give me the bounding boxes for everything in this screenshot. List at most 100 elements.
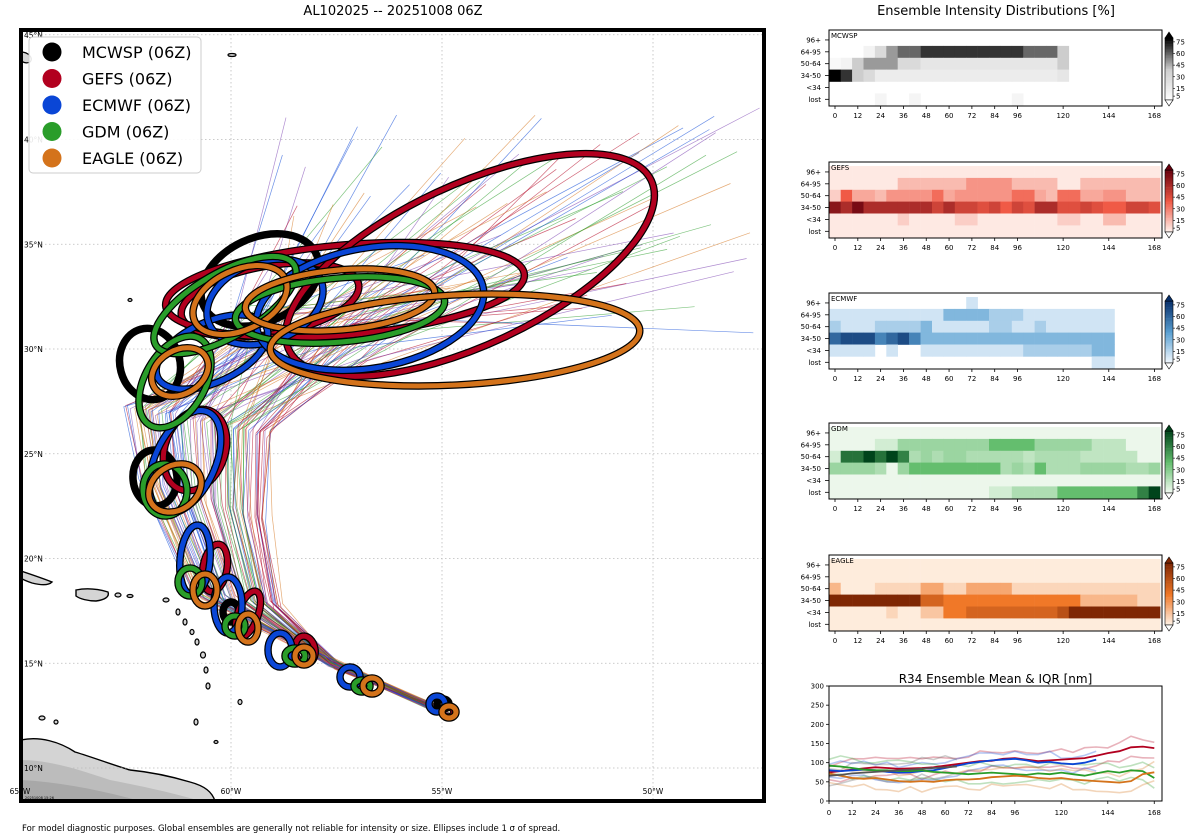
heatmap-cell bbox=[1011, 166, 1024, 179]
heatmap-cell bbox=[920, 427, 933, 440]
heatmap-cell bbox=[874, 462, 887, 475]
heatmap-cell bbox=[977, 69, 990, 82]
heatmap-cell bbox=[1080, 570, 1092, 584]
heatmap-cell bbox=[989, 427, 1001, 440]
heatmap-cell bbox=[909, 57, 921, 70]
colorbar-step bbox=[1165, 302, 1173, 305]
heatmap-cell bbox=[989, 177, 1001, 191]
heatmap-cell bbox=[1023, 201, 1035, 214]
colorbar-step bbox=[1165, 214, 1173, 217]
colorbar-step bbox=[1165, 327, 1173, 330]
heatmap-cell bbox=[954, 474, 967, 487]
lon-label: 60°W bbox=[221, 787, 242, 796]
heatmap-cell bbox=[932, 225, 944, 238]
heatmap-cell bbox=[886, 594, 898, 607]
ensemble-track bbox=[236, 192, 445, 710]
x-tick-label: 48 bbox=[922, 375, 931, 383]
uncertainty-ellipse bbox=[241, 265, 439, 335]
heatmap-cell bbox=[1046, 320, 1058, 333]
heatmap-cell bbox=[954, 582, 967, 595]
colorbar-step bbox=[1165, 361, 1173, 364]
heatmap-cell bbox=[1057, 474, 1070, 487]
heatmap-cell bbox=[1091, 225, 1104, 238]
colorbar-step bbox=[1165, 573, 1173, 576]
heatmap-cell bbox=[932, 332, 944, 345]
heatmap-cell bbox=[966, 166, 978, 179]
heatmap-cell bbox=[977, 450, 990, 463]
colorbar-step bbox=[1165, 210, 1173, 213]
colorbar-step bbox=[1165, 202, 1173, 205]
x-tick-label: 48 bbox=[922, 244, 931, 252]
colorbar-step bbox=[1165, 45, 1173, 48]
heatmap-cell bbox=[840, 462, 853, 475]
map-gridlines bbox=[21, 30, 764, 801]
colorbar-step bbox=[1165, 341, 1173, 344]
heatmap-cell bbox=[1057, 344, 1070, 357]
heatmap-cell bbox=[1034, 474, 1047, 487]
colorbar-step bbox=[1165, 332, 1173, 334]
heatmap-cell bbox=[1000, 225, 1013, 238]
heatmap-cell bbox=[1103, 177, 1115, 191]
heatmap-cell bbox=[886, 486, 898, 499]
colorbar-step bbox=[1165, 474, 1173, 477]
colorbar-step bbox=[1165, 435, 1173, 438]
ellipse-line bbox=[267, 291, 643, 389]
heatmap-cell bbox=[840, 57, 853, 70]
heatmap-cell bbox=[1125, 570, 1138, 584]
row-label: 34-50 bbox=[801, 335, 821, 343]
colorbar-step bbox=[1165, 472, 1173, 475]
heatmap-cell bbox=[989, 45, 1001, 59]
colorbar-step bbox=[1165, 584, 1173, 587]
heatmap-cell bbox=[1103, 462, 1115, 475]
heatmap-cell bbox=[1000, 559, 1013, 572]
heatmap-cell bbox=[1023, 606, 1035, 619]
heatmap-cell bbox=[897, 189, 910, 202]
heatmap-cell bbox=[1046, 57, 1058, 70]
heatmap-cell bbox=[1137, 189, 1149, 202]
heatmap-cell bbox=[909, 320, 921, 333]
x-tick-label: 144 bbox=[1102, 112, 1116, 120]
heatmap-cell bbox=[909, 427, 921, 440]
heatmap-cell bbox=[886, 57, 898, 70]
heatmap-cell bbox=[1000, 332, 1013, 345]
heatmap-ecmwf: ECMWF 96+ 64-95 50-64 34-50 <34 lost 0 12 24 36 48 6… bbox=[801, 292, 1185, 383]
colorbar-step bbox=[1165, 182, 1173, 185]
colorbar-step bbox=[1165, 311, 1173, 314]
heatmap-cell bbox=[1057, 225, 1070, 238]
heatmap-cell bbox=[977, 618, 990, 631]
r34-mean-line bbox=[828, 765, 957, 777]
r34-y-tick-label: 250 bbox=[811, 702, 824, 710]
x-tick-label: 84 bbox=[990, 244, 999, 252]
colorbar-step bbox=[1165, 462, 1173, 464]
heatmap-cell bbox=[966, 474, 978, 487]
heatmap-cell bbox=[1103, 308, 1115, 322]
heatmap-cell bbox=[1011, 582, 1024, 595]
heatmap-cell bbox=[1103, 582, 1115, 595]
colorbar-label: 45 bbox=[1176, 194, 1185, 202]
ellipse-line bbox=[283, 151, 657, 379]
heatmap-cell bbox=[829, 201, 841, 214]
heatmap-cell bbox=[1000, 427, 1013, 440]
heatmap-cell bbox=[1011, 332, 1024, 345]
colorbar-label: 60 bbox=[1176, 50, 1185, 58]
r34-x-tick-label: 48 bbox=[917, 809, 926, 817]
uncertainty-ellipse bbox=[234, 610, 262, 646]
heatmap-cell bbox=[943, 308, 956, 322]
heatmap-cell bbox=[863, 474, 876, 487]
heatmap-cell bbox=[840, 213, 853, 226]
heatmap-cell bbox=[977, 344, 990, 357]
heatmap-cell bbox=[932, 450, 944, 463]
legend-marker bbox=[42, 95, 62, 115]
heatmap-cell bbox=[897, 606, 910, 619]
x-tick-label: 72 bbox=[967, 375, 976, 383]
heatmap-cell bbox=[829, 474, 841, 487]
heatmap-cell bbox=[852, 57, 864, 70]
heatmap-cell bbox=[852, 450, 864, 463]
heatmap-cell bbox=[1137, 201, 1149, 214]
heatmap-cell bbox=[977, 320, 990, 333]
heatmap-cell bbox=[1023, 450, 1035, 463]
heatmap-eagle: EAGLE 96+ 64-95 50-64 34-50 <34 lost 0 12 24 36 48 6… bbox=[801, 554, 1185, 645]
heatmap-cell bbox=[989, 225, 1001, 238]
heatmap-cell bbox=[1046, 438, 1058, 452]
timestamp: 20251008 15:26 bbox=[25, 796, 54, 800]
